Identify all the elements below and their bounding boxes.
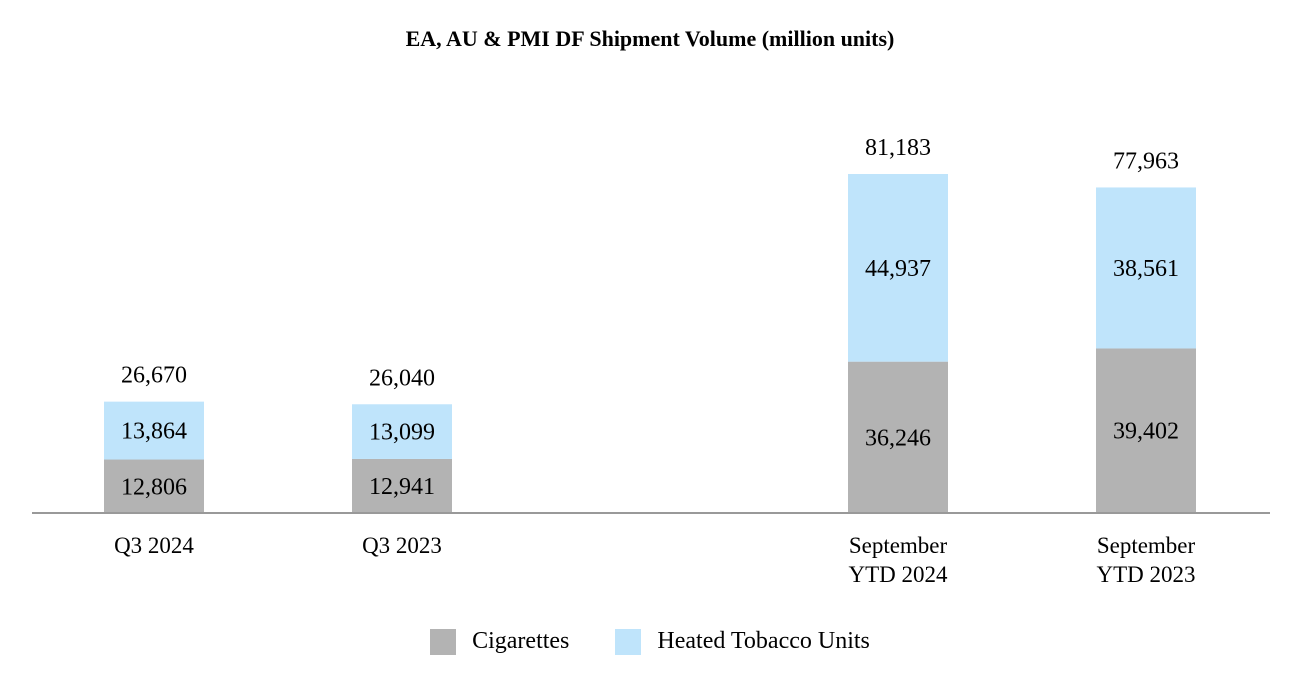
legend: Cigarettes Heated Tobacco Units <box>0 628 1300 655</box>
category-label-line: September <box>848 533 948 558</box>
bar-segment-cigarettes <box>1096 348 1196 513</box>
category-label-line: September <box>1096 533 1196 558</box>
data-label-heated-tobacco-units: 13,099 <box>369 420 435 446</box>
total-label: 26,670 <box>121 363 187 389</box>
legend-label-cigarettes: Cigarettes <box>472 628 570 654</box>
legend-item-cigarettes: Cigarettes <box>430 628 569 655</box>
data-label-cigarettes: 39,402 <box>1113 419 1179 445</box>
data-label-heated-tobacco-units: 13,864 <box>121 419 187 445</box>
category-label: September YTD 2024 <box>798 531 998 589</box>
category-label-line: YTD 2024 <box>848 562 948 587</box>
legend-label-heated-tobacco-units: Heated Tobacco Units <box>657 628 870 654</box>
category-label: Q3 2023 <box>302 531 502 560</box>
category-label: September YTD 2023 <box>1046 531 1246 589</box>
category-label: Q3 2024 <box>54 531 254 560</box>
data-label-heated-tobacco-units: 44,937 <box>865 256 931 282</box>
category-label-line: Q3 2023 <box>362 533 442 558</box>
chart-title: EA, AU & PMI DF Shipment Volume (million… <box>405 26 895 51</box>
data-label-cigarettes: 36,246 <box>865 425 931 451</box>
total-label: 81,183 <box>865 135 931 161</box>
legend-swatch-cigarettes <box>430 628 457 655</box>
stacked-bar-chart: 12,806 13,864 26,670 12,941 13,099 26,040 36,2… <box>32 135 1270 514</box>
bar-segment-heated-tobacco-units <box>848 174 948 362</box>
data-label-cigarettes: 12,941 <box>369 474 435 500</box>
bar-segment-cigarettes <box>352 458 452 513</box>
bar-segment-heated-tobacco-units <box>1096 187 1196 349</box>
category-label-line: YTD 2023 <box>1096 562 1196 587</box>
category-label-line: Q3 2024 <box>114 533 194 558</box>
total-label: 77,963 <box>1113 148 1179 174</box>
legend-swatch-heated-tobacco-units <box>615 628 642 655</box>
bar-segment-heated-tobacco-units <box>352 404 452 459</box>
total-label: 26,040 <box>369 365 435 391</box>
data-label-cigarettes: 12,806 <box>121 474 187 500</box>
bar-segment-cigarettes <box>104 459 204 513</box>
bar-segment-heated-tobacco-units <box>104 401 204 460</box>
legend-item-heated-tobacco-units: Heated Tobacco Units <box>615 628 870 655</box>
bar-segment-cigarettes <box>848 361 948 513</box>
data-label-heated-tobacco-units: 38,561 <box>1113 256 1179 282</box>
